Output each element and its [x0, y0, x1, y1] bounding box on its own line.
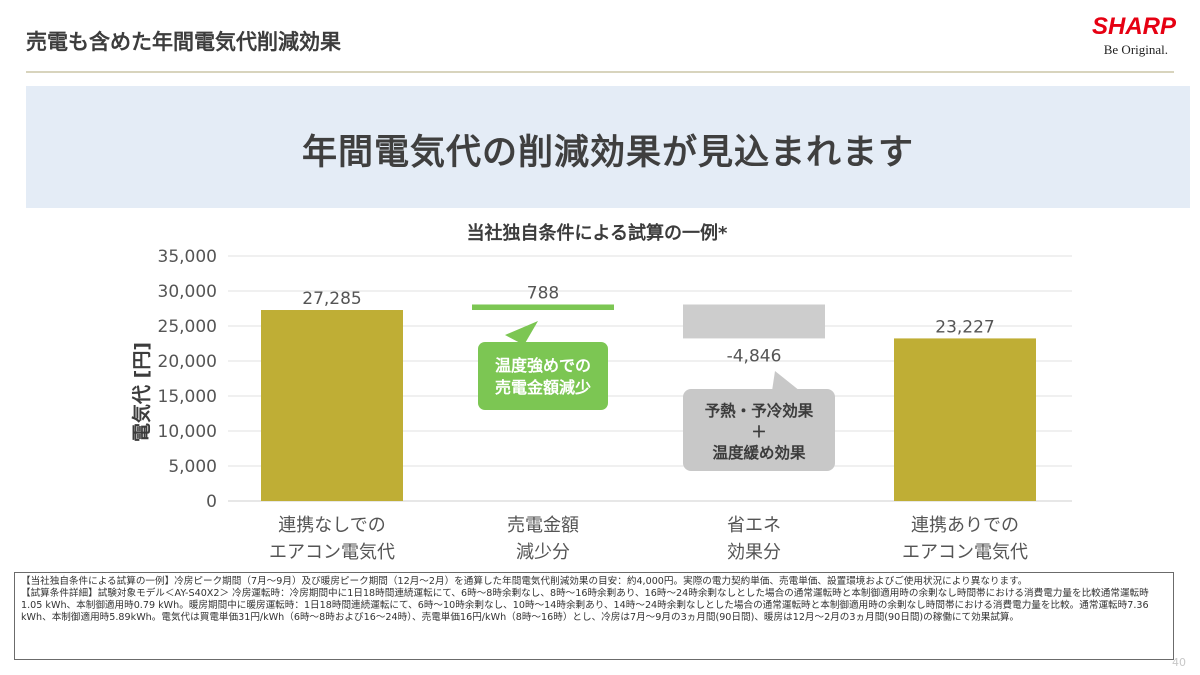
- x-category-label: 効果分: [727, 542, 781, 563]
- banner-headline: 年間電気代の削減効果が見込まれます: [301, 133, 914, 173]
- bars: [261, 304, 1036, 501]
- x-category-label: 省エネ: [727, 515, 781, 536]
- footnote-box: 【当社独自条件による試算の一例】冷房ピーク期間（7月～9月）及び暖房ピーク期間（…: [14, 572, 1174, 660]
- callout-text: ＋: [751, 423, 767, 441]
- logo-tagline: Be Original.: [1103, 42, 1168, 57]
- data-label: -4,846: [727, 346, 782, 366]
- callout-box: [478, 342, 608, 410]
- header-rule: [26, 71, 1174, 73]
- callout-text: 温度強めでの: [494, 356, 591, 375]
- footnote-summary: 【当社独自条件による試算の一例】冷房ピーク期間（7月～9月）及び暖房ピーク期間（…: [21, 576, 1028, 587]
- chart-title: 当社独自条件による試算の一例*: [467, 222, 728, 244]
- headline-banner: 年間電気代の削減効果が見込まれます: [26, 86, 1190, 208]
- data-label: 27,285: [302, 289, 361, 309]
- x-category-label: 連携なしでの: [278, 515, 385, 536]
- bar: [261, 310, 403, 501]
- bar: [472, 304, 614, 311]
- data-label: 23,227: [935, 317, 994, 337]
- y-tick-label: 15,000: [158, 387, 217, 407]
- x-category-label: 売電金額: [507, 515, 579, 536]
- x-category-label: 減少分: [516, 542, 570, 563]
- callout-pointer: [505, 321, 538, 345]
- y-axis-ticks: 0 5,000 10,000 15,000 20,000 25,000 30,000 35,0…: [158, 247, 217, 512]
- y-tick-label: 25,000: [158, 317, 217, 337]
- bar: [683, 304, 825, 339]
- y-tick-label: 0: [206, 492, 217, 512]
- y-tick-label: 30,000: [158, 282, 217, 302]
- callout-gray: 予熱・予冷効果 ＋ 温度緩め効果: [683, 371, 835, 471]
- waterfall-chart: 当社独自条件による試算の一例* 0 5,000 10,000 15,000 20,000…: [130, 222, 1072, 563]
- sharp-logo: SHARP Be Original.: [1058, 14, 1176, 58]
- page-number: 40: [1172, 656, 1186, 669]
- x-category-label: エアコン電気代: [269, 542, 395, 563]
- callout-pointer: [772, 371, 800, 391]
- y-tick-label: 35,000: [158, 247, 217, 267]
- data-label: 788: [527, 283, 559, 303]
- logo-wordmark: SHARP: [1091, 13, 1176, 40]
- y-tick-label: 5,000: [168, 457, 217, 477]
- x-category-label: 連携ありでの: [911, 515, 1019, 536]
- bar: [894, 338, 1036, 501]
- header-title: 売電も含めた年間電気代削減効果: [26, 30, 341, 54]
- callout-text: 温度緩め効果: [712, 443, 806, 462]
- footnote-detail: 【試算条件詳細】試験対象モデル＜AY-S40X2＞ 冷房運転時：冷房期間中に1日…: [21, 588, 1149, 623]
- callout-text: 予熱・予冷効果: [705, 401, 814, 420]
- y-tick-label: 10,000: [158, 422, 217, 442]
- y-axis-label: 電気代 [円]: [130, 342, 153, 442]
- callout-box: [683, 389, 835, 471]
- data-labels: 27,285 788 -4,846 23,227: [302, 283, 994, 366]
- callout-text: 売電金額減少: [495, 378, 591, 397]
- x-category-label: エアコン電気代: [902, 542, 1028, 563]
- y-tick-label: 20,000: [158, 352, 217, 372]
